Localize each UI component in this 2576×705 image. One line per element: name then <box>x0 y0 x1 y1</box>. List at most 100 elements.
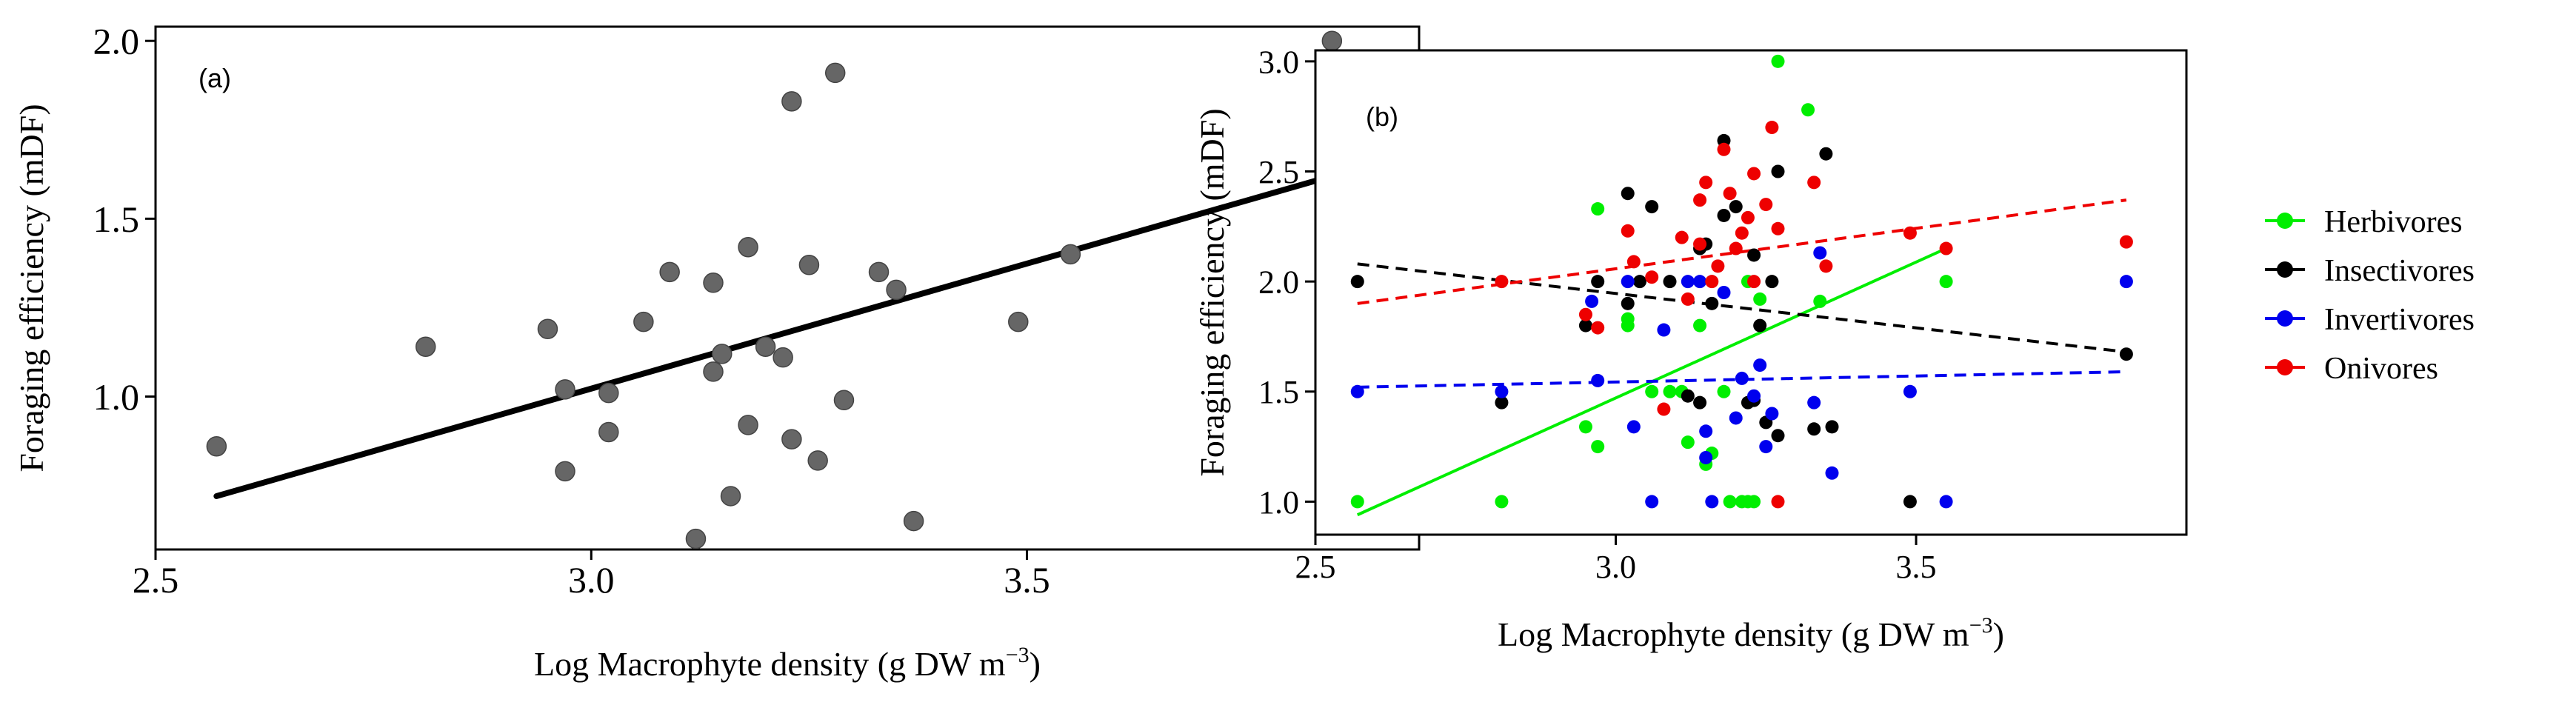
panel-b-point-onivores <box>1759 198 1773 212</box>
panel-b-point-insectivores <box>1717 208 1731 222</box>
panel-b-point-insectivores <box>1632 275 1646 289</box>
panel-a-data-point <box>703 361 724 382</box>
panel-a-y-axis-label: Foraging efficiency (mDF) <box>13 104 50 472</box>
panel-b-point-invertivores <box>1735 371 1749 385</box>
panel-a-data-point <box>598 382 619 404</box>
panel-b-point-onivores <box>1747 275 1761 289</box>
panel-b-point-herbivores <box>1591 202 1605 216</box>
panel-b-point-insectivores <box>1747 248 1761 262</box>
panel-a-data-point <box>1321 30 1343 51</box>
panel-a-data-point <box>685 528 707 549</box>
panel-a-y-tick-label: 2.0 <box>93 21 140 62</box>
panel-a-data-point <box>712 344 733 364</box>
panel-b-point-herbivores <box>1495 495 1509 509</box>
panel-b-point-herbivores <box>1717 384 1731 398</box>
panel-b-point-insectivores <box>1645 200 1659 214</box>
panel-b-point-invertivores <box>2119 275 2133 289</box>
panel-b-y-tick-label: 3.0 <box>1258 44 1299 80</box>
panel-a-data-point <box>781 91 802 112</box>
panel-b-point-invertivores <box>1699 424 1713 438</box>
panel-a-data-point <box>798 255 820 275</box>
panel-b-point-herbivores <box>1693 318 1707 333</box>
panel-b-point-onivores <box>1939 241 1953 255</box>
legend-marker-herbivores <box>2277 213 2293 229</box>
panel-b-point-herbivores <box>1771 54 1785 68</box>
panel-b-x-axis-label: Log Macrophyte density (g DW m−3) <box>1498 613 2004 653</box>
panel-b-point-insectivores <box>1825 420 1839 434</box>
panel-b-point-onivores <box>1711 259 1725 273</box>
panel-b-x-tick-label: 3.0 <box>1595 549 1636 585</box>
panel-a-y-ticks: 1.0 1.5 2.0 <box>93 21 156 418</box>
panel-b-trend-line-invertivores <box>1357 370 2126 389</box>
panel-b-point-insectivores <box>1621 187 1635 201</box>
panel-b-point-invertivores <box>1681 275 1695 289</box>
panel-a-plot-frame <box>154 25 1421 551</box>
panel-b-point-onivores <box>1717 142 1731 156</box>
panel-a-data-point <box>703 273 724 293</box>
panel-b-point-insectivores <box>1693 395 1707 410</box>
panel-b-point-invertivores <box>1657 323 1671 337</box>
panel-b-point-herbivores <box>1681 435 1695 450</box>
panel-b-legend: Herbivores Insectivores Invertivores Onivor… <box>2265 205 2475 386</box>
panel-b-point-invertivores <box>1705 495 1719 509</box>
panel-a-data-point <box>555 461 575 482</box>
panel-b-point-insectivores <box>1621 296 1635 310</box>
panel-b-point-onivores <box>1723 187 1737 201</box>
panel-b-y-ticks: 1.0 1.5 2.0 2.5 3.0 <box>1258 44 1315 521</box>
panel-b-point-herbivores <box>1645 384 1659 398</box>
panel-a-data-point <box>824 62 846 84</box>
panel-a-data-point <box>738 415 758 435</box>
panel-b-point-herbivores <box>1350 495 1364 509</box>
panel-a-data-point <box>720 486 741 507</box>
panel-b-point-onivores <box>1705 275 1719 289</box>
panel-a: 2.5 3.0 3.5 1.0 1.5 2.0 (a) Log Macrophyte d… <box>13 21 1421 683</box>
panel-b-point-onivores <box>1735 226 1749 240</box>
panel-b-trend-layer <box>1356 198 2127 517</box>
legend-label-herbivores: Herbivores <box>2324 205 2463 239</box>
panel-b-point-invertivores <box>1717 286 1731 299</box>
panel-a-data-point <box>903 510 924 532</box>
panel-b-point-onivores <box>1765 121 1779 135</box>
panel-b-point-herbivores <box>1801 103 1815 117</box>
panel-b-point-onivores <box>1675 230 1689 244</box>
panel-b-point-invertivores <box>1693 275 1707 289</box>
panel-b-point-invertivores <box>1350 384 1364 398</box>
panel-b-y-tick-label: 2.0 <box>1258 264 1299 301</box>
panel-b-y-tick-label: 2.5 <box>1258 154 1299 190</box>
panel-b-point-invertivores <box>1825 466 1839 480</box>
panel-b-point-insectivores <box>1765 275 1779 289</box>
panel-b-point-insectivores <box>2119 347 2133 361</box>
legend-marker-onivores <box>2277 359 2293 375</box>
panel-b-trend-line-onivores <box>1357 198 2127 305</box>
panel-b-point-onivores <box>1807 176 1821 190</box>
panel-b-trend-line-insectivores <box>1357 262 2127 354</box>
panel-b-point-onivores <box>1699 176 1713 190</box>
panel-b-point-insectivores <box>1681 389 1695 403</box>
panel-b-point-invertivores <box>1495 384 1509 398</box>
panel-a-data-point <box>886 279 907 301</box>
panel-b-point-invertivores <box>1621 275 1635 289</box>
panel-b-point-invertivores <box>1626 420 1641 434</box>
panel-b-point-invertivores <box>1813 246 1827 260</box>
panel-b: 2.5 3.0 3.5 1.0 1.5 2.0 2.5 3.0 (b) Log Macrop… <box>1193 44 2475 653</box>
panel-b-point-onivores <box>1645 270 1659 284</box>
panel-a-data-point <box>807 450 828 471</box>
panel-b-point-invertivores <box>1753 358 1767 372</box>
panel-b-point-insectivores <box>1807 422 1821 436</box>
panel-b-point-onivores <box>1693 193 1707 207</box>
panel-a-data-point <box>1008 311 1029 333</box>
panel-b-point-herbivores <box>1753 292 1767 306</box>
panel-b-point-invertivores <box>1699 450 1713 464</box>
panel-a-trend-layer <box>213 173 1335 499</box>
panel-b-point-invertivores <box>1903 384 1917 398</box>
panel-b-point-insectivores <box>1903 495 1917 509</box>
panel-b-plot-frame <box>1314 49 2188 536</box>
panel-b-point-onivores <box>1747 167 1761 181</box>
panel-b-point-onivores <box>1741 210 1755 224</box>
panel-b-point-invertivores <box>1591 373 1605 387</box>
legend-marker-insectivores <box>2277 261 2293 278</box>
panel-b-point-insectivores <box>1771 429 1785 443</box>
panel-a-x-tick-label: 3.5 <box>1004 559 1050 601</box>
legend-label-invertivores: Invertivores <box>2324 303 2475 337</box>
